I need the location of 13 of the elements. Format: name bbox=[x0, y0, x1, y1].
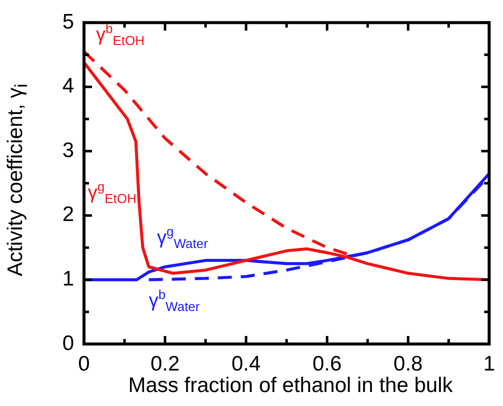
x-tick-label: 0.6 bbox=[312, 352, 342, 376]
x-tick-label: 0 bbox=[78, 352, 90, 376]
x-axis-title: Mass fraction of ethanol in the bulk bbox=[127, 374, 454, 398]
x-tick-label: 0.2 bbox=[150, 352, 180, 376]
x-tick-label: 0.4 bbox=[231, 352, 261, 376]
y-tick-label: 3 bbox=[62, 138, 74, 162]
y-tick-label: 5 bbox=[62, 10, 74, 34]
y-tick-label: 4 bbox=[62, 74, 74, 98]
x-tick-label: 1 bbox=[483, 352, 496, 376]
y-tick-label: 2 bbox=[62, 203, 74, 226]
x-tick-label: 0.8 bbox=[394, 352, 423, 376]
y-tick-label: 0 bbox=[62, 332, 74, 355]
y-tick-label: 1 bbox=[62, 268, 74, 291]
